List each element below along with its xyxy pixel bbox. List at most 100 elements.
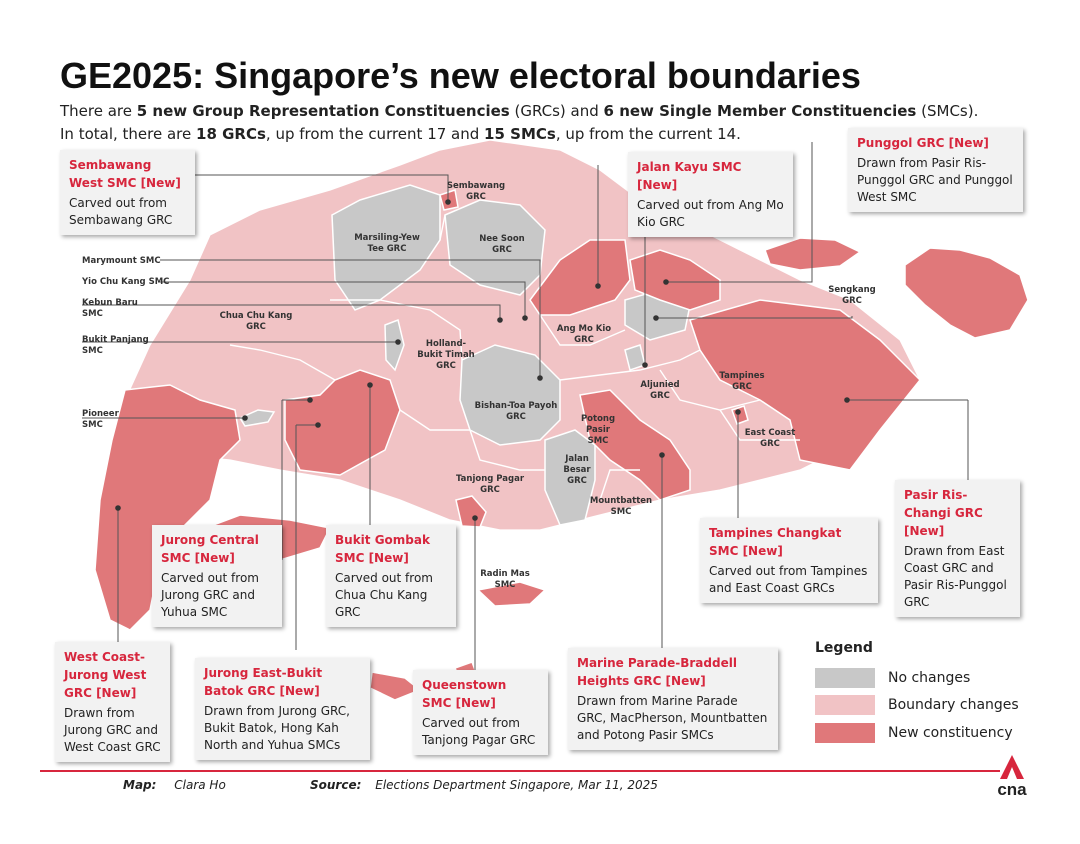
map-label-marymount: Marymount SMC — [82, 256, 161, 266]
legend-item-new-constituency: New constituency — [815, 723, 1013, 743]
map-label-line: Pasir — [586, 425, 611, 435]
cna-logo-icon: cna — [997, 755, 1027, 799]
callout-description: Drawn from Jurong GRC, Bukit Batok, Hong… — [204, 704, 350, 752]
legend-swatch-new-constituency — [815, 723, 875, 743]
map-label-bishan: Bishan-Toa Payoh GRC — [475, 401, 558, 422]
constituency-boundaries — [229, 214, 800, 501]
southern-islands-region — [369, 671, 422, 701]
callout-title: Punggol GRC [New] — [857, 136, 989, 150]
map-label-angmokio: Ang Mo Kio GRC — [557, 324, 611, 345]
intro-line-2: In total, there are 18 GRCs, up from the… — [60, 123, 1070, 146]
map-label-line: SMC — [82, 346, 103, 356]
intro-line-1: There are 5 new Group Representation Con… — [60, 100, 1070, 123]
map-label-line: GRC — [436, 361, 456, 371]
map-label-line: Nee Soon — [479, 234, 524, 244]
sentosa-region — [476, 581, 547, 607]
map-label-potongpasir: Potong Pasir SMC — [581, 414, 615, 446]
legend-swatch-boundary-changes — [815, 695, 875, 715]
map-label-kebunbaru: Kebun Baru SMC — [82, 298, 138, 319]
map-label-tanjongpagar: Tanjong Pagar GRC — [456, 474, 525, 495]
bishan-toa-payoh-region — [459, 344, 561, 446]
map-label-line: Bukit Timah — [417, 350, 474, 360]
map-label-line: Marsiling-Yew — [354, 233, 420, 243]
map-label-line: Tampines — [719, 371, 764, 381]
map-label-line: SMC — [82, 420, 103, 430]
callout-title: Bukit Gombak SMC [New] — [335, 533, 430, 565]
callout-marine-parade: Marine Parade-Braddell Heights GRC [New]… — [568, 648, 778, 750]
callout-title: West Coast-Jurong West GRC [New] — [64, 650, 147, 700]
map-label-sengkang: Sengkang GRC — [828, 285, 876, 306]
map-label-line: Holland- — [426, 339, 467, 349]
callout-description: Carved out from Chua Chu Kang GRC — [335, 571, 433, 619]
map-label-line: Aljunied — [640, 380, 679, 390]
legend-label-new-constituency: New constituency — [888, 725, 1013, 741]
footer-rule — [40, 770, 1000, 772]
map-label-line: GRC — [567, 476, 587, 486]
callout-description: Drawn from East Coast GRC and Pasir Ris-… — [904, 544, 1007, 609]
pulau-tekong-region — [904, 247, 1029, 339]
map-label-neesoon: Nee Soon GRC — [479, 234, 524, 255]
map-label-line: GRC — [492, 245, 512, 255]
footer-source: Source: Elections Department Singapore, … — [310, 778, 658, 792]
callout-title: Marine Parade-Braddell Heights GRC [New] — [577, 656, 737, 688]
callout-title: Tampines Changkat SMC [New] — [709, 526, 842, 558]
callout-title: Jurong East-Bukit Batok GRC [New] — [204, 666, 323, 698]
intro-line1-segment: There are — [60, 102, 137, 120]
footer-map-key: Map: — [123, 778, 157, 792]
callout-description: Drawn from Marine Parade GRC, MacPherson… — [577, 694, 768, 742]
callout-tampines-changkat: Tampines Changkat SMC [New] Carved out fr… — [700, 518, 878, 603]
map-label-line: Pioneer — [82, 409, 120, 419]
pioneer-region — [238, 409, 276, 427]
footer-source-value: Elections Department Singapore, Mar 11, … — [375, 778, 658, 792]
callout-description: Carved out from Sembawang GRC — [69, 196, 173, 227]
intro-line1-segment: (GRCs) and — [509, 102, 604, 120]
map-label-line: East Coast — [745, 428, 796, 438]
callout-description: Carved out from Tanjong Pagar GRC — [422, 716, 536, 747]
map-label-line: Besar — [563, 465, 591, 475]
jalan-besar-region — [544, 429, 596, 526]
map-label-line: Bukit Panjang — [82, 335, 149, 345]
map-label-line: Marymount SMC — [82, 256, 161, 266]
cna-logo-text: cna — [997, 780, 1027, 799]
map-label-line: GRC — [574, 335, 594, 345]
map-label-chuachukang: Chua Chu Kang GRC — [220, 311, 293, 332]
map-label-tampines: Tampines GRC — [719, 371, 764, 392]
callout-description: Drawn from Jurong GRC and West Coast GRC — [64, 706, 161, 754]
map-label-line: Bishan-Toa Payoh — [475, 401, 558, 411]
map-label-line: Kebun Baru — [82, 298, 138, 308]
callout-title: Jalan Kayu SMC [New] — [637, 160, 742, 192]
footer-map-credit: Map: Clara Ho — [123, 778, 226, 792]
map-label-line: GRC — [732, 382, 752, 392]
callout-title: Pasir Ris-Changi GRC [New] — [904, 488, 983, 538]
legend-title: Legend — [815, 640, 873, 656]
queenstown-region — [455, 495, 487, 528]
map-label-line: Jalan — [564, 454, 589, 464]
map-label-mountbatten: Mountbatten SMC — [590, 496, 652, 517]
intro-line2-segment: 18 GRCs — [196, 125, 266, 143]
map-label-line: Tanjong Pagar — [456, 474, 525, 484]
callout-pasir-ris-changi: Pasir Ris-Changi GRC [New] Drawn from Eas… — [895, 480, 1020, 617]
map-label-line: SMC — [495, 580, 516, 590]
map-label-line: GRC — [760, 439, 780, 449]
intro-line2-segment: , up from the current 14. — [555, 125, 741, 143]
map-label-line: GRC — [480, 485, 500, 495]
callout-anchor-dots — [115, 199, 850, 521]
map-label-marsiling: Marsiling-Yew Tee GRC — [354, 233, 420, 254]
callout-title: Queenstown SMC [New] — [422, 678, 507, 710]
intro-line1-segment: 5 new Group Representation Constituencie… — [136, 102, 510, 120]
map-label-sembawang: Sembawang GRC — [447, 181, 505, 202]
callout-description: Carved out from Jurong GRC and Yuhua SMC — [161, 571, 259, 619]
map-label-line: GRC — [650, 391, 670, 401]
callout-jalan-kayu: Jalan Kayu SMC [New] Carved out from Ang … — [628, 152, 793, 237]
map-label-yiochukang: Yio Chu Kang SMC — [81, 277, 169, 287]
legend-item-boundary-changes: Boundary changes — [815, 695, 1019, 715]
callout-sembawang-west: Sembawang West SMC [New] Carved out from … — [60, 150, 195, 235]
callout-title: Sembawang West SMC [New] — [69, 158, 181, 190]
callout-queenstown: Queenstown SMC [New] Carved out from Tanj… — [413, 670, 548, 755]
legend-item-no-changes: No changes — [815, 668, 970, 688]
intro-line1-segment: 6 new Single Member Constituencies — [603, 102, 917, 120]
callout-description: Carved out from Ang Mo Kio GRC — [637, 198, 784, 229]
callout-jurong-east-bukit-batok: Jurong East-Bukit Batok GRC [New] Drawn f… — [195, 658, 370, 760]
map-label-line: Potong — [581, 414, 615, 424]
marsiling-yew-tee-region — [331, 184, 441, 311]
